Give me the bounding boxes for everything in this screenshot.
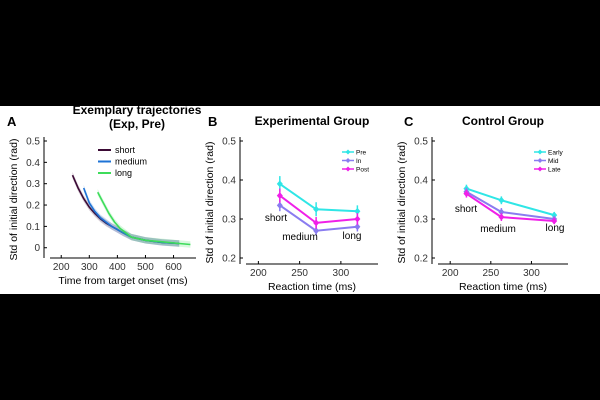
y-tick-label: 0.1: [26, 222, 40, 233]
category-annotation: long: [546, 223, 565, 234]
x-tick-label: 300: [523, 268, 540, 279]
series-band: [83, 184, 180, 247]
data-point: [354, 207, 361, 215]
panel-c: C Control Group 200 250 300 0.2 0.3 0.4 0.5 React…: [396, 114, 568, 293]
data-point: [354, 215, 361, 223]
y-axis-label: Std of initial direction (rad): [8, 139, 20, 261]
legend-label: Early: [548, 149, 564, 156]
legend-marker: [345, 158, 351, 163]
y-tick-label: 0.5: [414, 137, 428, 148]
x-tick-label: 500: [137, 262, 154, 273]
chart-title: Exemplary trajectories: [73, 103, 202, 117]
chart-title: Experimental Group: [255, 114, 370, 128]
y-tick-label: 0.2: [414, 254, 428, 265]
x-axis-label: Reaction time (ms): [459, 281, 547, 293]
category-annotation: medium: [282, 232, 318, 243]
legend-marker: [537, 149, 543, 155]
series-in: [276, 199, 361, 236]
x-tick-label: 600: [165, 262, 182, 273]
x-tick-label: 300: [333, 268, 350, 279]
legend-marker: [537, 166, 543, 172]
data-point: [313, 219, 320, 227]
y-tick-label: 0: [34, 243, 40, 254]
y-tick-label: 0.5: [222, 137, 236, 148]
y-axis-label: Std of initial direction (rad): [396, 142, 408, 264]
series-line: [465, 190, 555, 220]
data-point: [463, 190, 470, 198]
y-tick-label: 0.4: [414, 176, 428, 187]
x-tick-label: 200: [442, 268, 459, 279]
y-axis-label: Std of initial direction (rad): [204, 142, 216, 264]
category-annotation: long: [343, 231, 362, 242]
data-point: [276, 180, 283, 188]
x-tick-label: 200: [53, 262, 70, 273]
legend-marker: [345, 149, 351, 155]
data-point: [276, 192, 283, 200]
x-tick-label: 200: [250, 268, 267, 279]
x-axis-label: Time from target onset (ms): [58, 275, 187, 287]
data-point: [498, 196, 505, 204]
y-tick-label: 0.2: [26, 201, 40, 212]
series-long: [96, 189, 191, 248]
series-post: [276, 188, 361, 229]
legend-label: Post: [356, 166, 369, 173]
y-tick-label: 0.2: [222, 254, 236, 265]
chart-subtitle: (Exp, Pre): [109, 117, 165, 131]
panel-b: B Experimental Group 200 250 300 0.2 0.3 0.4 0.5…: [204, 114, 378, 293]
panel-label: B: [208, 114, 217, 129]
x-tick-label: 250: [482, 268, 499, 279]
legend-label: In: [356, 158, 362, 165]
legend-label: Late: [548, 166, 561, 173]
y-tick-label: 0.4: [26, 158, 40, 169]
data-point: [313, 227, 320, 235]
legend-label: medium: [115, 157, 147, 167]
data-point: [354, 223, 361, 231]
category-annotation: short: [265, 213, 287, 224]
series-line: [96, 191, 191, 246]
legend-label: Pre: [356, 149, 367, 156]
x-tick-label: 250: [291, 268, 308, 279]
category-annotation: medium: [480, 224, 516, 235]
series-line: [279, 183, 358, 213]
series-late: [463, 189, 558, 225]
legend-marker: [537, 158, 543, 163]
data-point: [313, 205, 320, 213]
category-annotation: short: [455, 204, 477, 215]
series-band: [97, 189, 191, 248]
panel-label: C: [404, 114, 414, 129]
data-point: [551, 217, 558, 225]
y-tick-label: 0.3: [26, 179, 40, 190]
legend-marker: [345, 166, 351, 172]
legend-label: Mid: [548, 158, 559, 165]
data-point: [498, 213, 505, 221]
legend-label: long: [115, 168, 132, 178]
y-tick-label: 0.3: [222, 215, 236, 226]
panel-label: A: [7, 114, 17, 129]
data-point: [551, 211, 558, 219]
y-tick-label: 0.5: [26, 137, 40, 148]
legend-label: short: [115, 145, 136, 155]
data-point: [276, 201, 283, 209]
x-axis-label: Reaction time (ms): [268, 281, 356, 293]
y-tick-label: 0.4: [222, 176, 236, 187]
chart-title: Control Group: [462, 114, 544, 128]
x-tick-label: 400: [109, 262, 126, 273]
x-tick-label: 300: [81, 262, 98, 273]
data-point: [498, 208, 505, 216]
panel-a: A Exemplary trajectories(Exp, Pre) 200 300 4…: [7, 103, 202, 287]
y-tick-label: 0.3: [414, 215, 428, 226]
